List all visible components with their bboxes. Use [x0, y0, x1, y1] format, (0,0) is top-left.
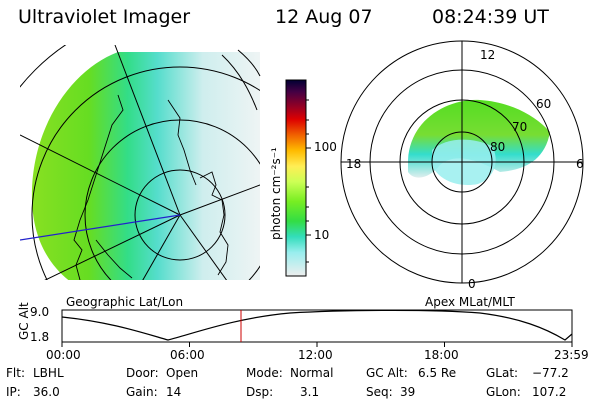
- mlat-label-60: 60: [536, 97, 552, 111]
- timeline-ytick-1-8: 1.8: [30, 330, 50, 344]
- terminator-line: [20, 214, 181, 241]
- timeline-xtick-0000: 00:00: [46, 348, 81, 362]
- color-tick-10: 10: [314, 228, 330, 242]
- time-label: 08:24:39 UT: [432, 6, 549, 28]
- gc-alt-value: 6.5 Re: [418, 366, 457, 380]
- dsp-label: Dsp:: [246, 385, 274, 399]
- altitude-curve: [61, 309, 573, 341]
- geographic-map: [20, 45, 260, 280]
- color-scale-ticks: [306, 99, 311, 263]
- mlt-label-0: 0: [468, 277, 476, 291]
- door-label: Door:: [126, 366, 159, 380]
- glat-label: GLat:: [486, 366, 519, 380]
- mode-label: Mode:: [246, 366, 283, 380]
- timeline-xtick-1800: 18:00: [424, 348, 459, 362]
- ip-label: IP:: [6, 385, 21, 399]
- longitude-lines: [20, 45, 260, 280]
- glon-value: 107.2: [532, 385, 567, 399]
- right-panel-label: Apex MLat/MLT: [425, 295, 515, 309]
- filter-label: Flt:: [6, 366, 25, 380]
- date-label: 12 Aug 07: [275, 6, 373, 28]
- glat-value: −77.2: [532, 366, 569, 380]
- timeline-xtick-1200: 12:00: [298, 348, 333, 362]
- color-scale-bar: [285, 79, 307, 277]
- timeline-xtick-0600: 06:00: [170, 348, 205, 362]
- gc-alt-label: GC Alt:: [366, 366, 408, 380]
- ip-value: 36.0: [33, 385, 60, 399]
- left-panel-label: Geographic Lat/Lon: [66, 295, 184, 309]
- timeline-ticks: [61, 342, 573, 347]
- gain-label: Gain:: [126, 385, 158, 399]
- timeline-xtick-2359: 23:59: [554, 348, 589, 362]
- mlt-label-12: 12: [480, 48, 496, 62]
- outer-grid-arcs: [221, 49, 261, 111]
- timeline-ytick-9: 9.0: [30, 305, 50, 319]
- dsp-value: 3.1: [300, 385, 320, 399]
- mlat-label-70: 70: [512, 120, 528, 134]
- seq-value: 39: [400, 385, 416, 399]
- mlat-label-80: 80: [490, 140, 506, 154]
- colorbar-unit-label: photon cm⁻²s⁻¹: [269, 147, 283, 240]
- filter-value: LBHL: [33, 366, 64, 380]
- mode-value: Normal: [290, 366, 334, 380]
- timeline-axis-label: GC Alt: [17, 302, 31, 340]
- glon-label: GLon:: [486, 385, 521, 399]
- altitude-timeline: [61, 309, 573, 347]
- mlt-label-6: 6: [576, 157, 584, 171]
- gain-value: 14: [166, 385, 182, 399]
- mlt-label-18: 18: [346, 157, 362, 171]
- coastlines: [73, 94, 229, 280]
- polar-plot: [340, 40, 584, 284]
- door-value: Open: [166, 366, 199, 380]
- aurora-emission: [31, 52, 260, 280]
- app-title: Ultraviolet Imager: [18, 6, 191, 28]
- seq-label: Seq:: [366, 385, 393, 399]
- color-tick-100: 100: [314, 140, 337, 154]
